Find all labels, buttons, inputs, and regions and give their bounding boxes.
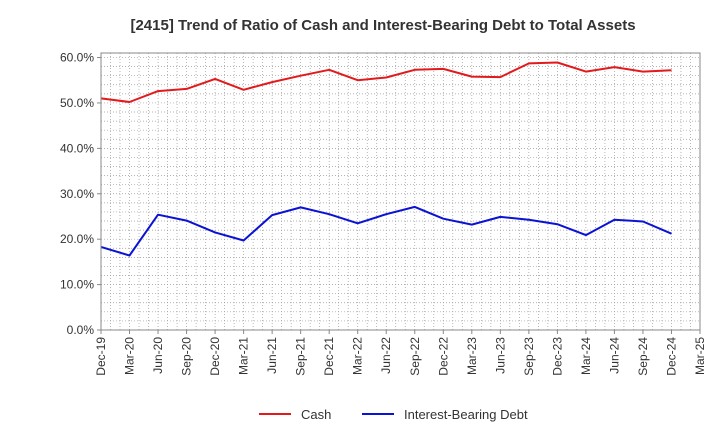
x-tick-label: Mar-23 xyxy=(465,337,479,375)
x-tick-label: Dec-24 xyxy=(664,337,678,376)
y-tick-label: 20.0% xyxy=(60,232,94,246)
x-tick-label: Dec-19 xyxy=(94,337,108,376)
x-tick-label: Mar-22 xyxy=(351,337,365,375)
legend-label: Interest-Bearing Debt xyxy=(404,407,528,422)
series-line-interest-bearing-debt xyxy=(100,205,672,257)
y-tick-label: 0.0% xyxy=(67,323,95,337)
x-tick-label: Sep-20 xyxy=(180,337,194,376)
x-tick-label: Dec-22 xyxy=(436,337,450,376)
x-tick-label: Jun-21 xyxy=(265,337,279,374)
x-tick-label: Jun-23 xyxy=(493,337,507,374)
x-tick-label: Sep-21 xyxy=(294,337,308,376)
series-line-cash xyxy=(100,61,672,103)
x-tick-label: Sep-22 xyxy=(408,337,422,376)
x-tick-label: Dec-20 xyxy=(208,337,222,376)
legend: Cash Interest-Bearing Debt xyxy=(259,407,528,422)
x-tick-label: Jun-24 xyxy=(607,337,621,374)
y-tick-label: 30.0% xyxy=(60,187,94,201)
grid-lines xyxy=(100,53,700,331)
x-tick-label: Sep-24 xyxy=(636,337,650,376)
x-tick-label: Sep-23 xyxy=(522,337,536,376)
x-tick-label: Mar-20 xyxy=(123,337,137,375)
x-tick-label: Jun-20 xyxy=(151,337,165,374)
x-tick-label: Mar-21 xyxy=(237,337,251,375)
y-tick-label: 10.0% xyxy=(60,278,94,292)
x-tick-label: Dec-23 xyxy=(550,337,564,376)
y-tick-label: 60.0% xyxy=(60,51,94,65)
legend-label: Cash xyxy=(301,407,331,422)
x-tick-label: Jun-22 xyxy=(379,337,393,374)
x-axis-ticks: Dec-19 Mar-20 Jun-20 Sep-20 Dec-20 Mar-21 Jun-… xyxy=(94,330,707,376)
chart-title: [2415] Trend of Ratio of Cash and Intere… xyxy=(130,17,635,34)
series-lines xyxy=(100,61,672,257)
y-tick-label: 50.0% xyxy=(60,96,94,110)
x-tick-label: Mar-24 xyxy=(579,337,593,375)
y-axis-ticks: 0.0% 10.0% 20.0% 30.0% 40.0% 50.0% 60.0% xyxy=(60,51,101,337)
x-tick-label: Mar-25 xyxy=(693,337,707,375)
plot-area-frame xyxy=(100,52,701,331)
y-tick-label: 40.0% xyxy=(60,141,94,155)
x-tick-label: Dec-21 xyxy=(322,337,336,376)
